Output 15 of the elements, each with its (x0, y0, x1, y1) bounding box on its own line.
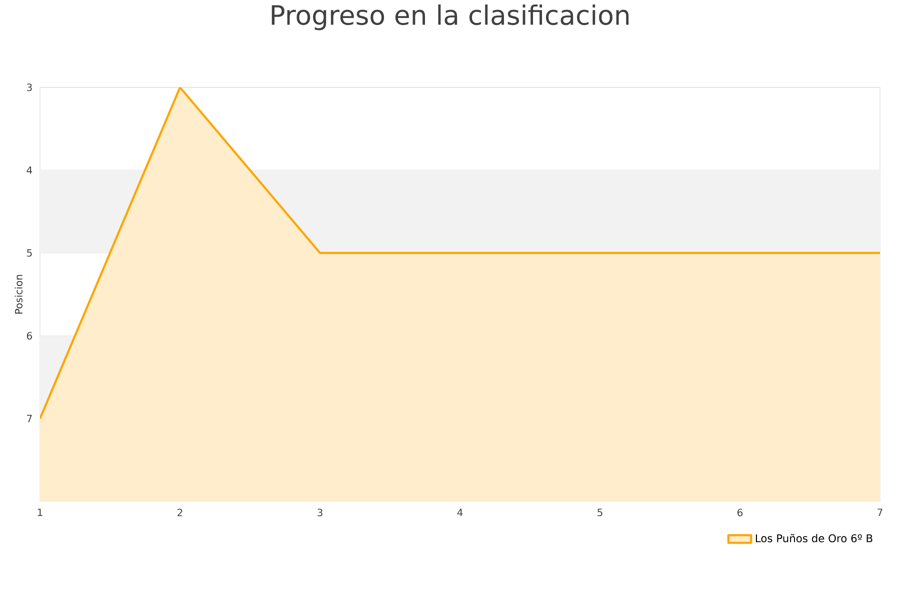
x-tick-label: 3 (318, 508, 322, 516)
x-tick-label: 7 (878, 508, 882, 516)
x-tick-label: 5 (598, 508, 602, 516)
y-axis-title: Posicion (14, 274, 22, 314)
legend-label: Los Puños de Oro 6º B (756, 534, 872, 542)
x-tick-label: 6 (738, 508, 743, 516)
x-tick-label: 1 (38, 508, 42, 516)
y-tick-label: 3 (27, 83, 32, 91)
chart-title: Progreso en la clasificacion (272, 4, 629, 30)
x-tick-label: 4 (457, 508, 463, 516)
x-tick-label: 2 (178, 508, 182, 516)
y-tick-label: 5 (27, 249, 32, 257)
y-tick-label: 4 (26, 166, 32, 174)
y-tick-label: 7 (27, 414, 32, 422)
y-tick-label: 6 (26, 332, 32, 340)
